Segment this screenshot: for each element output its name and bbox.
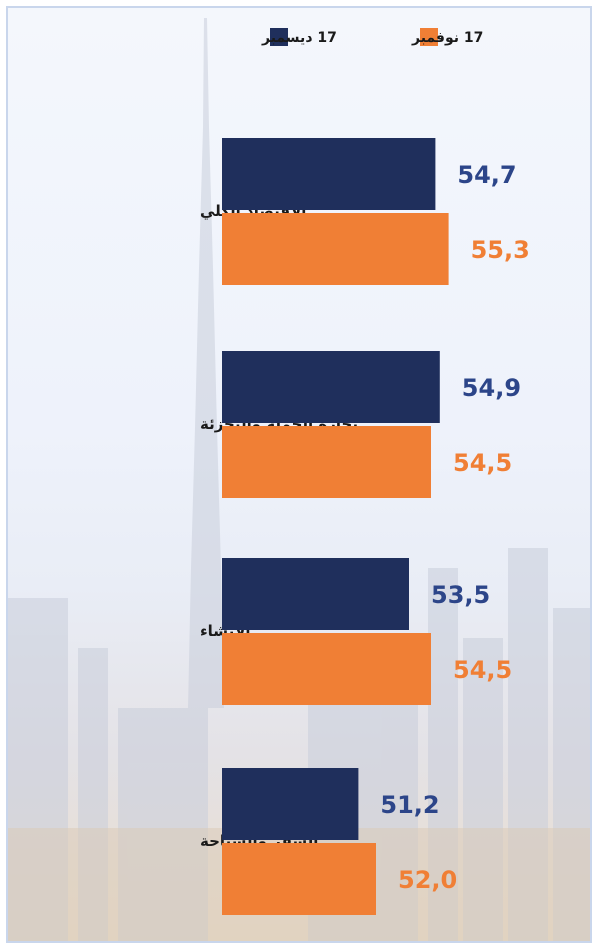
data-label: 54,5 [453, 656, 512, 684]
data-label: 54,7 [457, 161, 516, 189]
bar [222, 768, 359, 840]
legend-swatch-series-2 [420, 28, 438, 46]
bar [222, 843, 376, 915]
data-label: 53,5 [431, 581, 490, 609]
legend-swatch-series-1 [270, 28, 288, 46]
data-label: 51,2 [380, 791, 439, 819]
data-label: 54,9 [462, 374, 521, 402]
legend-label-series-1: 17 ديسمبر [261, 30, 337, 46]
bar [222, 633, 431, 705]
data-label: 52,0 [398, 866, 457, 894]
bar [222, 138, 436, 210]
legend-label-series-2: 17 نوفمبر [411, 30, 483, 46]
bar [222, 213, 449, 285]
legend: 17 نوفمبر 17 ديسمبر [261, 28, 483, 46]
bar [222, 426, 431, 498]
bar [222, 558, 409, 630]
bar [222, 351, 440, 423]
data-label: 55,3 [471, 236, 530, 264]
data-label: 54,5 [453, 449, 512, 477]
